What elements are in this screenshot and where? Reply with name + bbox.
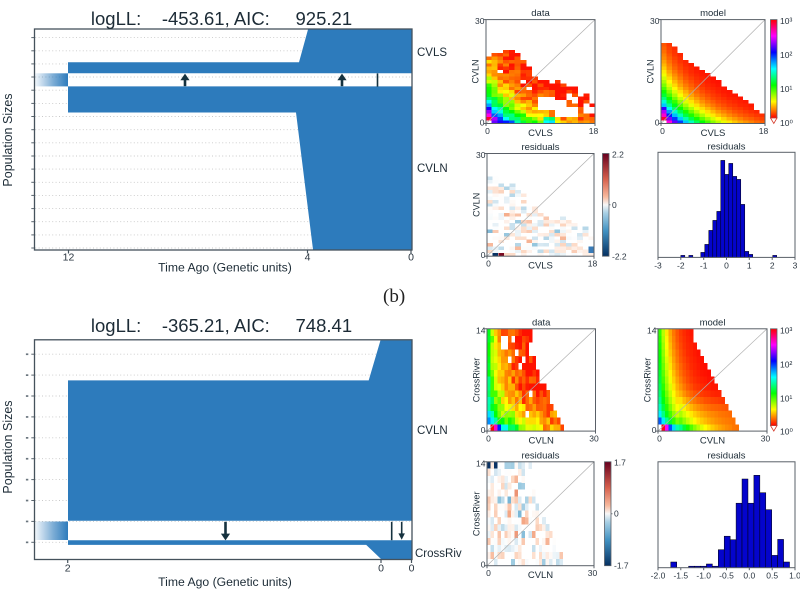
svg-text:data: data bbox=[531, 8, 550, 19]
svg-text:0: 0 bbox=[486, 568, 491, 578]
svg-text:0.5: 0.5 bbox=[766, 571, 778, 581]
svg-text:CVLN: CVLN bbox=[417, 163, 448, 175]
svg-text:0: 0 bbox=[657, 434, 662, 444]
svg-text:-1.7: -1.7 bbox=[614, 561, 629, 571]
svg-text:0: 0 bbox=[612, 200, 617, 210]
svg-text:0: 0 bbox=[486, 259, 491, 269]
svg-text:0: 0 bbox=[481, 250, 486, 260]
svg-text:-3: -3 bbox=[654, 260, 662, 270]
svg-text:0: 0 bbox=[486, 434, 491, 444]
svg-text:14: 14 bbox=[476, 458, 486, 468]
svg-text:logLL: -365.21, AIC: 74: logLL: -365.21, AIC: 748.41 bbox=[91, 315, 352, 336]
svg-text:0: 0 bbox=[655, 118, 660, 128]
svg-text:12: 12 bbox=[63, 252, 75, 264]
svg-text:30: 30 bbox=[650, 16, 660, 26]
svg-text:10³: 10³ bbox=[780, 16, 792, 26]
svg-text:0: 0 bbox=[614, 509, 619, 519]
svg-text:18: 18 bbox=[589, 126, 599, 136]
svg-text:-2.0: -2.0 bbox=[651, 571, 666, 581]
svg-text:10²: 10² bbox=[780, 50, 792, 60]
svg-text:-1.5: -1.5 bbox=[673, 571, 688, 581]
svg-text:residuals: residuals bbox=[707, 451, 745, 462]
svg-text:CrossRiver: CrossRiver bbox=[643, 358, 653, 403]
svg-text:CVLN: CVLN bbox=[700, 436, 725, 447]
svg-text:Population Sizes: Population Sizes bbox=[1, 93, 15, 186]
svg-text:-0.5: -0.5 bbox=[719, 571, 734, 581]
svg-text:CrossRiver: CrossRiver bbox=[472, 358, 482, 403]
svg-text:0: 0 bbox=[652, 425, 657, 435]
svg-text:4: 4 bbox=[305, 252, 311, 264]
svg-text:30: 30 bbox=[589, 434, 599, 444]
svg-text:model: model bbox=[700, 8, 726, 19]
svg-text:30: 30 bbox=[761, 434, 771, 444]
svg-text:CVLS: CVLS bbox=[417, 47, 447, 59]
svg-text:0: 0 bbox=[724, 260, 729, 270]
svg-text:14: 14 bbox=[647, 325, 657, 335]
svg-text:10³: 10³ bbox=[780, 326, 792, 336]
svg-text:-1: -1 bbox=[700, 260, 708, 270]
svg-text:0: 0 bbox=[660, 126, 665, 136]
svg-text:CVLN: CVLN bbox=[528, 570, 553, 581]
svg-text:1.7: 1.7 bbox=[614, 458, 626, 468]
svg-text:Population Sizes: Population Sizes bbox=[1, 400, 15, 493]
svg-text:residuals: residuals bbox=[521, 450, 559, 461]
svg-text:18: 18 bbox=[588, 259, 598, 269]
svg-text:10¹: 10¹ bbox=[780, 84, 792, 94]
svg-text:logLL: -453.61, AIC: 92: logLL: -453.61, AIC: 925.21 bbox=[91, 8, 352, 29]
svg-text:2: 2 bbox=[65, 563, 71, 575]
svg-text:CrossRiv: CrossRiv bbox=[415, 548, 462, 560]
svg-text:10²: 10² bbox=[780, 360, 792, 370]
svg-text:2.2: 2.2 bbox=[612, 150, 624, 160]
svg-text:(b): (b) bbox=[383, 286, 405, 307]
svg-text:CVLN: CVLN bbox=[529, 436, 554, 447]
svg-text:model: model bbox=[700, 317, 726, 328]
svg-text:30: 30 bbox=[588, 568, 598, 578]
svg-text:-1.0: -1.0 bbox=[696, 571, 711, 581]
svg-text:0: 0 bbox=[378, 563, 384, 575]
svg-text:CVLS: CVLS bbox=[528, 261, 553, 272]
svg-text:Time Ago (Genetic units): Time Ago (Genetic units) bbox=[158, 261, 292, 275]
svg-text:10⁰: 10⁰ bbox=[780, 427, 793, 437]
svg-text:0: 0 bbox=[481, 425, 486, 435]
svg-text:residuals: residuals bbox=[707, 141, 745, 152]
svg-text:0: 0 bbox=[481, 560, 486, 570]
svg-text:CrossRiver: CrossRiver bbox=[472, 492, 482, 537]
svg-text:2: 2 bbox=[770, 260, 775, 270]
svg-text:0: 0 bbox=[408, 252, 414, 264]
svg-text:1.0: 1.0 bbox=[789, 571, 800, 581]
svg-text:CVLN: CVLN bbox=[417, 425, 448, 437]
svg-text:0.0: 0.0 bbox=[743, 571, 755, 581]
svg-text:-2: -2 bbox=[677, 260, 685, 270]
svg-text:CVLS: CVLS bbox=[528, 128, 553, 139]
svg-text:CVLN: CVLN bbox=[471, 59, 481, 83]
svg-text:0: 0 bbox=[480, 118, 485, 128]
svg-text:CVLN: CVLN bbox=[472, 193, 482, 217]
svg-text:30: 30 bbox=[476, 150, 486, 160]
svg-text:0: 0 bbox=[485, 126, 490, 136]
svg-text:10¹: 10¹ bbox=[780, 394, 792, 404]
svg-text:0: 0 bbox=[409, 563, 415, 575]
svg-text:14: 14 bbox=[476, 325, 486, 335]
svg-text:Time Ago (Genetic units): Time Ago (Genetic units) bbox=[158, 575, 292, 589]
svg-text:30: 30 bbox=[475, 16, 485, 26]
svg-text:data: data bbox=[532, 317, 551, 328]
svg-text:residuals: residuals bbox=[521, 142, 559, 153]
svg-text:10⁰: 10⁰ bbox=[780, 118, 793, 128]
svg-text:3: 3 bbox=[793, 260, 798, 270]
svg-text:1: 1 bbox=[747, 260, 752, 270]
svg-text:-2.2: -2.2 bbox=[612, 252, 627, 262]
svg-text:CVLN: CVLN bbox=[646, 59, 656, 83]
svg-text:18: 18 bbox=[759, 126, 769, 136]
svg-text:CVLS: CVLS bbox=[701, 128, 726, 139]
